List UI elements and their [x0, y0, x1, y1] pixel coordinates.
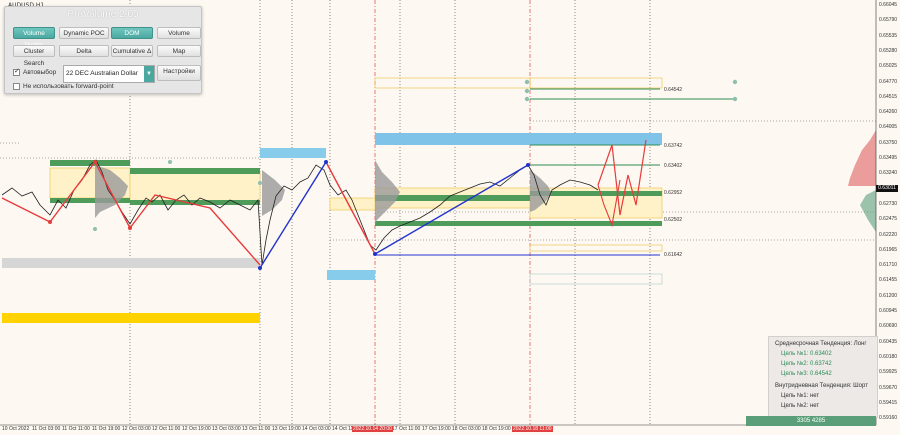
- session-lines: [374, 0, 531, 425]
- price-tick-label: 0.60435: [879, 338, 898, 345]
- panel-title: ProVolume 2.05: [67, 9, 139, 20]
- instrument-select[interactable]: 22 DEC Australian Dollar ▼: [63, 65, 155, 83]
- autoselect-checkbox[interactable]: [13, 67, 20, 76]
- session-time-marker: 2022.10.14 20:00: [352, 426, 393, 432]
- panel-button-3[interactable]: Volume: [157, 27, 201, 39]
- price-tick-label: 0.62220: [879, 231, 898, 238]
- price-tick-label: 0.65280: [879, 47, 898, 54]
- price-tick-label: 0.65025: [879, 63, 898, 70]
- price-tick-label: 0.63495: [879, 155, 898, 161]
- price-tick-label: 0.59415: [879, 399, 898, 406]
- time-tick-label: 13 Oct 11:00: [242, 426, 271, 432]
- forward-point-checkbox[interactable]: [13, 83, 20, 90]
- chevron-down-icon[interactable]: ▼: [144, 66, 154, 82]
- forecast-wave: [597, 139, 647, 216]
- gray-zone: [2, 258, 260, 268]
- level-label: 0.63402: [664, 163, 683, 169]
- panel-button-5[interactable]: Delta: [59, 45, 109, 57]
- level-label: 0.64542: [664, 87, 683, 93]
- time-tick-label: 11 Oct 11:00: [62, 426, 90, 432]
- forward-point-label: Не использовать forward-point: [23, 83, 114, 90]
- mid-tendency-title: Среднесрочная Тенденция: Лонг: [775, 341, 867, 347]
- gold-zone: [2, 313, 260, 323]
- price-tick-label: 0.61965: [879, 246, 898, 253]
- price-tick-label: 0.65790: [879, 17, 898, 24]
- time-tick-label: 12 Oct 03:00: [122, 426, 151, 432]
- forecast-wave-alt: [597, 179, 621, 227]
- time-tick-label: 18 Oct 19:00: [482, 426, 511, 432]
- tendency-info-box: Среднесрочная Тенденция: Лонг Цель №1: 0…: [768, 336, 878, 418]
- autoselect-label: Автовыбор: [23, 69, 57, 76]
- panel-button-7[interactable]: Map: [157, 45, 201, 57]
- price-tick-label: 0.61710: [879, 262, 898, 269]
- time-tick-label: 13 Oct 19:00: [272, 426, 301, 432]
- blue-trend-2: [374, 164, 529, 255]
- level-label: 0.61642: [664, 252, 683, 258]
- intra-tendency-title: Внутридневная Тенденция: Шорт: [775, 383, 868, 389]
- volume-bar: 3305 4285: [746, 416, 876, 426]
- price-tick-label: 0.59160: [879, 415, 898, 422]
- price-tick-label: 0.61200: [879, 292, 898, 299]
- price-tick-label: 0.63750: [879, 139, 898, 146]
- time-tick-label: 14 Oct 03:00: [302, 426, 331, 432]
- panel-button-4[interactable]: Cluster Search: [13, 45, 55, 67]
- time-tick-label: 13 Oct 03:00: [212, 426, 241, 432]
- panel-button-0[interactable]: Volume Profile: [13, 27, 55, 49]
- price-tick-label: 0.63240: [879, 170, 898, 177]
- blue-zone-main: [375, 133, 662, 145]
- price-tick-label: 0.65535: [879, 32, 898, 39]
- level-label: 0.63742: [664, 143, 683, 149]
- level-label: 0.62952: [664, 190, 683, 196]
- intra-target-2: Цель №2: нет: [781, 403, 820, 409]
- blue-zone-2: [327, 270, 375, 280]
- time-tick-label: 10 Oct 2022: [2, 426, 30, 432]
- blue-zone-1: [260, 148, 326, 158]
- time-tick-label: 11 Oct 19:00: [92, 426, 121, 432]
- instrument-value: 22 DEC Australian Dollar: [66, 70, 138, 77]
- price-tick-label: 0.64515: [879, 93, 898, 100]
- settings-button[interactable]: Настройки: [157, 65, 201, 81]
- price-tick-label: 0.62730: [879, 200, 898, 207]
- intra-target-1: Цель №1: нет: [781, 393, 820, 399]
- price-tick-label: 0.64005: [879, 124, 898, 131]
- price-tick-label: 0.61455: [879, 277, 898, 284]
- horizontal-guides: [0, 120, 876, 241]
- dom-profile: [848, 130, 876, 232]
- price-tick-label: 0.64260: [879, 109, 898, 116]
- symbol-label: AUDUSD,H1: [8, 2, 44, 9]
- price-tick-label: 0.59925: [879, 369, 898, 376]
- time-tick-label: 17 Oct 11:00: [392, 426, 421, 432]
- target-lines: [375, 88, 735, 256]
- price-tick-label: 0.60690: [879, 323, 898, 330]
- time-tick-label: 18 Oct 03:00: [452, 426, 481, 432]
- price-tick-label: 0.64770: [879, 78, 898, 85]
- panel-button-1[interactable]: Dynamic POC: [59, 27, 109, 39]
- price-tick-label: 0.62475: [879, 216, 898, 223]
- price-tick-label: 0.66045: [879, 2, 898, 8]
- mid-target-1: Цель №1: 0.63402: [781, 351, 832, 357]
- level-label: 0.62502: [664, 217, 683, 223]
- current-price-badge: 0.63011: [876, 185, 898, 192]
- price-tick-label: 0.59670: [879, 384, 898, 391]
- session-time-marker: 2022.10.18 11:00: [512, 426, 553, 432]
- time-tick-label: 11 Oct 03:00: [32, 426, 61, 432]
- day-separators: [129, 0, 651, 425]
- time-tick-label: 12 Oct 19:00: [182, 426, 211, 432]
- price-tick-label: 0.60945: [879, 308, 898, 314]
- pivot-points: [48, 79, 738, 270]
- provolume-panel[interactable]: ProVolume 2.05 Volume Profile Dynamic POC…: [4, 6, 202, 94]
- mid-target-3: Цель №3: 0.64542: [781, 371, 832, 377]
- red-zigzag-2: [325, 161, 376, 255]
- time-tick-label: 12 Oct 11:00: [152, 426, 181, 432]
- mid-target-2: Цель №2: 0.63742: [781, 361, 832, 367]
- time-tick-label: 17 Oct 19:00: [422, 426, 451, 432]
- price-tick-label: 0.60180: [879, 353, 898, 360]
- time-tick-label: 14 Oct 11:00: [332, 426, 361, 432]
- panel-button-6[interactable]: Cumulative Δ: [111, 45, 153, 57]
- panel-button-2[interactable]: DOM: [111, 27, 153, 39]
- blue-trend: [259, 161, 327, 269]
